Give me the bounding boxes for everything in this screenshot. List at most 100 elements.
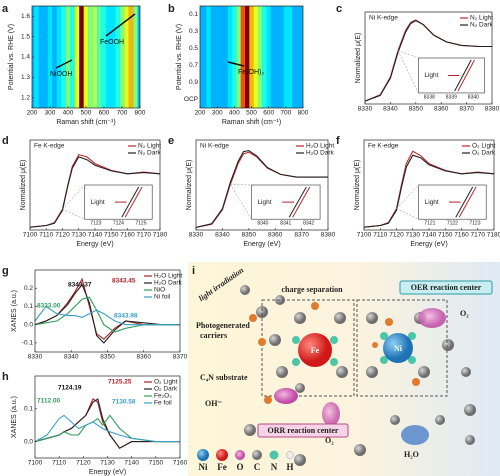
- legend-label: N₂ Dark: [470, 22, 493, 29]
- carriers: [249, 302, 420, 404]
- y-tick-label: 0.7: [189, 62, 198, 69]
- annotation-arrow: [55, 59, 73, 69]
- x-tick-label: 300: [212, 110, 223, 117]
- fe-label: Fe: [311, 346, 320, 355]
- heatmap-cell: [43, 6, 48, 108]
- x-tick-label: 8350: [242, 232, 257, 239]
- annotation-arrow: [227, 61, 245, 67]
- y-axis-label: Normalized μ(E): [20, 160, 27, 211]
- series-line: [29, 156, 161, 228]
- heatmap-cell: [52, 6, 57, 108]
- legend-label: Ni foil: [154, 294, 171, 301]
- inset-connector: [397, 50, 419, 59]
- inset-tick-label: 7121: [424, 221, 435, 227]
- y-tick-label: OCP: [184, 96, 198, 103]
- panel-label: e: [168, 135, 174, 147]
- legend-label: N₂ Light: [470, 15, 493, 22]
- series-line: [195, 150, 328, 228]
- x-tick-label: 8340: [215, 232, 230, 239]
- inset-text: Light: [425, 199, 439, 206]
- legend-label: O₂ Dark: [154, 386, 178, 393]
- x-tick-label: 7160: [454, 232, 469, 239]
- heatmap-cell: [206, 6, 211, 108]
- y-tick-label: 0.1: [189, 11, 198, 18]
- heatmap-cell: [292, 6, 297, 108]
- x-tick-label: 7140: [124, 460, 139, 467]
- oer-label: OER reaction center: [411, 283, 482, 292]
- h2o-label: H₂O: [404, 450, 419, 459]
- inset-text: Light: [257, 199, 271, 206]
- x-tick-label: 7150: [438, 232, 453, 239]
- inset-tick-label: 8338: [424, 94, 435, 100]
- heatmap-cell: [110, 6, 116, 108]
- legend-label: O₂ Light: [154, 379, 178, 386]
- x-axis-label: Raman shift (cm⁻¹): [222, 119, 281, 126]
- heatmap-cell: [70, 6, 75, 108]
- legend-label: Fe₂O₃: [154, 393, 172, 400]
- x-axis-label: Energy (eV): [243, 241, 280, 248]
- inset-tick-label: 8342: [303, 221, 314, 227]
- inset-curve: [455, 186, 474, 218]
- x-tick-label: 8380: [485, 106, 500, 113]
- chart-title: Ni K-edge: [369, 15, 398, 22]
- x-tick-label: 7170: [471, 232, 486, 239]
- inset-connector: [230, 184, 252, 186]
- series-line: [363, 154, 495, 228]
- heatmap-cell: [287, 6, 293, 108]
- legend-label: O₂ Light: [472, 143, 496, 150]
- heatmap-cell: [83, 6, 89, 108]
- y-axis-label: Normalized μ(E): [355, 33, 362, 84]
- x-tick-label: 7110: [373, 232, 387, 239]
- heatmap-cell: [119, 6, 125, 108]
- x-tick-label: 800: [135, 110, 146, 117]
- y-tick-label: 0.5: [189, 45, 198, 52]
- annotation: 7130.58: [112, 399, 136, 406]
- panel-i: i light irradiation charge separation OE…: [188, 262, 500, 476]
- x-tick-label: 7150: [149, 460, 164, 467]
- y-tick-label: 0.2: [24, 285, 33, 292]
- x-tick-label: 7100: [357, 232, 372, 239]
- x-tick-label: 7130: [406, 232, 421, 239]
- n-atoms: [292, 332, 416, 366]
- heatmap-cell: [34, 6, 39, 108]
- oh-label: OH⁻: [205, 399, 222, 408]
- heatmap-cell: [65, 6, 71, 108]
- y-tick-label: 0.0: [24, 438, 33, 445]
- heatmap-cell: [124, 6, 129, 108]
- x-tick-label: 7130: [100, 460, 115, 467]
- heatmap-cell: [257, 6, 263, 108]
- x-axis-label: Energy (eV): [76, 241, 113, 248]
- heatmap-cell: [106, 6, 111, 108]
- inset-tick-label: 7124: [113, 221, 124, 227]
- fe-site-box: [261, 299, 355, 397]
- panel-label: f: [336, 135, 340, 147]
- inset-curve: [121, 186, 140, 218]
- oer-label-box: [399, 280, 493, 295]
- legend-label: C: [254, 462, 261, 472]
- y-tick-label: 1.4: [21, 54, 30, 61]
- legend-label: Fe: [217, 462, 227, 472]
- x-tick-label: 7170: [137, 232, 152, 239]
- y-axis-label: Potential vs. RHE (V): [8, 24, 15, 90]
- annotation: 8343.98: [114, 313, 138, 320]
- inset-curve: [458, 186, 477, 218]
- heatmap-cell: [88, 6, 93, 108]
- x-tick-label: 8340: [383, 106, 398, 113]
- x-tick-label: 7120: [55, 232, 70, 239]
- inset-curve: [457, 59, 475, 92]
- legend-label: Ni: [199, 462, 208, 472]
- inset-connector: [62, 184, 85, 210]
- orr-molecule: [274, 388, 298, 404]
- charge-label: charge separation: [281, 285, 343, 294]
- legend-label: O₂ Dark: [472, 150, 496, 157]
- heatmap-cell: [133, 6, 138, 108]
- inset-tick-label: 7123: [90, 221, 101, 227]
- x-tick-label: 7180: [487, 232, 500, 239]
- x-tick-label: 8350: [409, 106, 424, 113]
- heatmap-cell: [266, 6, 271, 108]
- heatmap-cell: [249, 6, 254, 108]
- x-tick-label: 600: [263, 110, 274, 117]
- x-axis-label: Raman shift (cm⁻¹): [56, 119, 115, 126]
- heatmap-cell: [97, 6, 102, 108]
